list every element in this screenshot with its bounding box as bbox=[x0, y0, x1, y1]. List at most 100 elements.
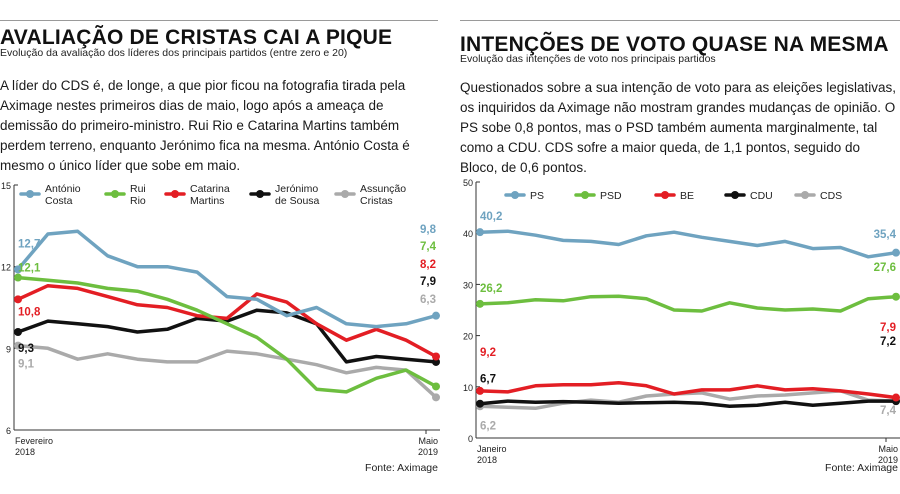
end-value-cds: 7,4 bbox=[880, 405, 897, 417]
y-tick-label: 10 bbox=[463, 383, 473, 393]
y-tick-label: 15 bbox=[1, 181, 11, 191]
legend-dot-be bbox=[661, 191, 669, 199]
end-value-assuncao-cristas: 6,3 bbox=[420, 294, 436, 306]
top-rule bbox=[0, 20, 438, 21]
start-value-be: 9,2 bbox=[480, 347, 496, 359]
start-value-psd: 26,2 bbox=[480, 283, 502, 295]
end-value-catarina-martins: 8,2 bbox=[420, 259, 436, 271]
legend-label-assuncao-cristas: Assunção bbox=[360, 183, 406, 195]
legend-label-antonio-costa: António bbox=[45, 183, 81, 195]
start-dot-rui-rio bbox=[14, 273, 22, 282]
left-body-text: A líder do CDS é, de longe, a que pior f… bbox=[0, 78, 410, 173]
right-panel: INTENÇÕES DE VOTO QUASE NA MESMA Evoluçã… bbox=[460, 0, 900, 494]
y-tick-label: 12 bbox=[1, 263, 11, 273]
end-dot-antonio-costa bbox=[432, 311, 440, 320]
legend-label-catarina-martins: Catarina bbox=[190, 183, 230, 195]
legend-dot-antonio-costa bbox=[26, 190, 34, 198]
start-value-rui-rio: 12,1 bbox=[18, 263, 41, 275]
end-dot-rui-rio bbox=[432, 382, 440, 391]
right-source: Fonte: Aximage bbox=[825, 462, 898, 474]
y-tick-label: 9 bbox=[6, 344, 11, 354]
left-title: AVALIAÇÃO DE CRISTAS CAI A PIQUE bbox=[0, 26, 393, 49]
x-start-year: 2018 bbox=[477, 455, 497, 465]
end-dot-ps bbox=[892, 248, 900, 257]
series-line-rui-rio bbox=[16, 275, 438, 394]
left-panel: AVALIAÇÃO DE CRISTAS CAI A PIQUE Evoluçã… bbox=[0, 0, 440, 494]
series-line-ps bbox=[478, 229, 898, 259]
legend-label-jeronimo-de-sousa-2: de Sousa bbox=[275, 195, 320, 207]
series-line-assuncao-cristas bbox=[16, 343, 438, 400]
right-subtitle: Evolução das intenções de voto nos princ… bbox=[460, 53, 716, 65]
start-dot-psd bbox=[476, 299, 484, 308]
top-rule bbox=[460, 20, 900, 21]
y-tick-label: 30 bbox=[463, 280, 473, 290]
x-end-label: Maio bbox=[878, 444, 898, 454]
start-dot-antonio-costa bbox=[14, 265, 22, 274]
end-dot-catarina-martins bbox=[432, 352, 440, 361]
start-dot-ps bbox=[476, 228, 484, 237]
y-tick-label: 0 bbox=[468, 434, 473, 444]
series-line-be bbox=[478, 380, 898, 400]
end-dot-psd bbox=[892, 292, 900, 301]
end-value-ps: 35,4 bbox=[874, 229, 897, 241]
start-dot-cdu bbox=[476, 399, 484, 408]
legend-dot-assuncao-cristas bbox=[341, 190, 349, 198]
start-value-cdu: 6,7 bbox=[480, 374, 496, 386]
series-line-psd bbox=[478, 294, 898, 313]
start-value-catarina-martins: 10,8 bbox=[18, 306, 41, 318]
legend-dot-cds bbox=[801, 191, 809, 199]
end-value-be: 7,9 bbox=[880, 322, 896, 334]
start-value-antonio-costa: 12,7 bbox=[18, 238, 40, 250]
end-value-cdu: 7,2 bbox=[880, 336, 896, 348]
start-dot-assuncao-cristas bbox=[14, 341, 22, 350]
legend-dot-psd bbox=[581, 191, 589, 199]
legend-dot-jeronimo-de-sousa bbox=[256, 190, 264, 198]
start-dot-be bbox=[476, 386, 484, 395]
series-line-jeronimo-de-sousa bbox=[16, 308, 438, 364]
end-value-antonio-costa: 9,8 bbox=[420, 224, 437, 236]
x-start-label: Fevereiro bbox=[15, 436, 53, 446]
legend-label-cdu: CDU bbox=[750, 190, 773, 202]
legend-label-catarina-martins-2: Martins bbox=[190, 195, 224, 207]
x-start-year: 2018 bbox=[15, 447, 35, 457]
legend-label-cds: CDS bbox=[820, 190, 842, 202]
start-value-cds: 6,2 bbox=[480, 420, 496, 432]
y-tick-label: 50 bbox=[463, 178, 473, 188]
y-tick-label: 20 bbox=[463, 332, 473, 342]
start-dot-jeronimo-de-sousa bbox=[14, 328, 22, 336]
legend-label-jeronimo-de-sousa: Jerónimo bbox=[275, 183, 318, 195]
start-value-assuncao-cristas: 9,1 bbox=[18, 359, 35, 371]
legend-label-assuncao-cristas-2: Cristas bbox=[360, 195, 393, 207]
y-tick-label: 6 bbox=[6, 426, 11, 436]
legend-label-rui-rio-2: Rio bbox=[130, 195, 146, 207]
left-source: Fonte: Aximage bbox=[365, 462, 438, 474]
legend-dot-ps bbox=[511, 191, 519, 199]
start-dot-catarina-martins bbox=[14, 295, 22, 304]
legend-label-be: BE bbox=[680, 190, 694, 202]
legend-dot-rui-rio bbox=[111, 190, 119, 198]
legend-label-ps: PS bbox=[530, 190, 544, 202]
series-line-catarina-martins bbox=[16, 283, 438, 359]
x-end-label: Maio bbox=[418, 436, 438, 446]
right-title: INTENÇÕES DE VOTO QUASE NA MESMA bbox=[460, 33, 889, 56]
x-end-year: 2019 bbox=[418, 447, 438, 457]
legend-label-antonio-costa-2: Costa bbox=[45, 195, 73, 207]
series-line-antonio-costa bbox=[16, 229, 438, 329]
start-value-ps: 40,2 bbox=[480, 211, 502, 223]
end-dot-assuncao-cristas bbox=[432, 393, 440, 402]
right-body-text: Questionados sobre a sua intenção de vot… bbox=[460, 80, 897, 175]
x-start-label: Janeiro bbox=[477, 444, 507, 454]
legend-label-rui-rio: Rui bbox=[130, 183, 146, 195]
end-value-rui-rio: 7,4 bbox=[420, 241, 437, 253]
legend-label-psd: PSD bbox=[600, 190, 622, 202]
x-end-year: 2019 bbox=[878, 455, 898, 465]
left-subtitle: Evolução da avaliação dos líderes dos pr… bbox=[0, 47, 348, 59]
end-dot-be bbox=[892, 393, 900, 402]
series-line-cdu bbox=[478, 399, 898, 409]
legend-dot-catarina-martins bbox=[171, 190, 179, 198]
end-value-jeronimo-de-sousa: 7,9 bbox=[420, 276, 436, 288]
legend-dot-cdu bbox=[731, 191, 739, 199]
start-value-jeronimo-de-sousa: 9,3 bbox=[18, 343, 34, 355]
